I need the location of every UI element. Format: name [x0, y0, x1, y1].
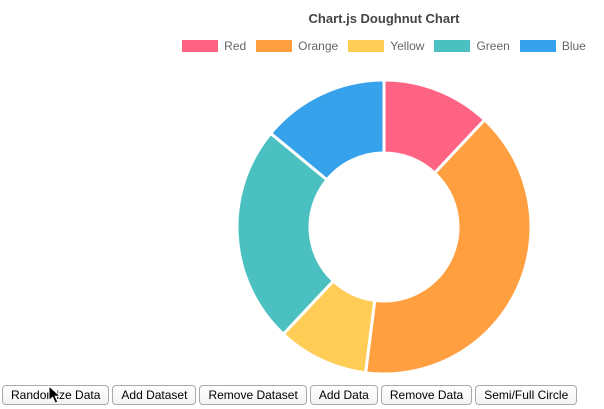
doughnut-segment-blue[interactable]: [269, 78, 386, 182]
doughnut-segment-orange[interactable]: [364, 118, 533, 376]
legend-item-red[interactable]: Red: [182, 40, 246, 52]
legend-label: Blue: [561, 39, 586, 53]
legend-item-yellow[interactable]: Yellow: [348, 40, 424, 52]
doughnut-chart: [235, 78, 533, 376]
remove-data-button[interactable]: Remove Data: [380, 385, 473, 405]
add-data-button[interactable]: Add Data: [309, 385, 378, 405]
remove-dataset-button[interactable]: Remove Dataset: [199, 385, 307, 405]
legend-item-orange[interactable]: Orange: [256, 40, 338, 52]
legend-swatch: [434, 40, 471, 52]
legend-swatch: [256, 40, 293, 52]
add-dataset-button[interactable]: Add Dataset: [112, 385, 197, 405]
legend-label: Green: [476, 39, 510, 53]
chart-title: Chart.js Doughnut Chart: [308, 11, 460, 26]
legend-swatch: [182, 40, 219, 52]
legend-label: Red: [224, 39, 247, 53]
legend-swatch: [348, 40, 385, 52]
legend-item-green[interactable]: Green: [434, 39, 510, 53]
chart-legend: Red Orange Yellow Green Blue: [0, 40, 604, 52]
semi-full-circle-button[interactable]: Semi/Full Circle: [475, 385, 578, 405]
button-toolbar: Randomize Data Add Dataset Remove Dataset A…: [2, 385, 578, 405]
doughnut-segment-green[interactable]: [235, 131, 335, 336]
legend-label: Yellow: [390, 39, 425, 53]
legend-item-blue[interactable]: Blue: [519, 39, 586, 53]
randomize-data-button[interactable]: Randomize Data: [2, 385, 110, 405]
legend-label: Orange: [298, 39, 339, 53]
legend-swatch: [519, 40, 556, 52]
